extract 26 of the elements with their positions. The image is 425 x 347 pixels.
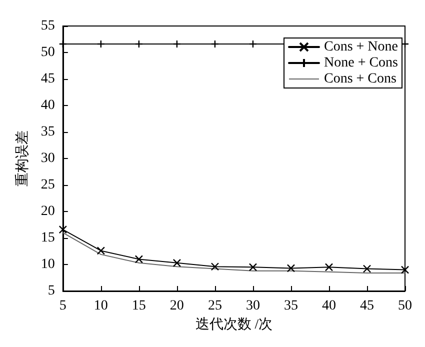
y-tick-label: 55 bbox=[40, 18, 55, 34]
x-tick-label: 35 bbox=[284, 298, 298, 314]
x-tick-label: 50 bbox=[398, 298, 412, 314]
y-tick-label: 20 bbox=[40, 204, 55, 219]
y-tick-label: 50 bbox=[40, 45, 55, 60]
x-tick-label: 15 bbox=[132, 298, 146, 314]
x-tick-label: 10 bbox=[94, 298, 108, 314]
legend-label: Cons + Cons bbox=[324, 72, 396, 86]
x-tick-label: 40 bbox=[322, 298, 336, 314]
y-tick-label: 35 bbox=[40, 124, 55, 140]
y-tick-label: 30 bbox=[40, 151, 55, 166]
y-axis-title: 重构误差 bbox=[14, 130, 30, 186]
x-tick-label: 20 bbox=[170, 298, 184, 314]
y-tick-label: 25 bbox=[40, 178, 55, 192]
y-tick-label: 45 bbox=[40, 72, 55, 86]
y-tick-label: 5 bbox=[48, 284, 55, 298]
y-tick-label: 10 bbox=[40, 257, 55, 272]
x-axis-title: 迭代次数 /次 bbox=[195, 316, 273, 332]
y-tick-label: 40 bbox=[40, 98, 55, 113]
x-tick-label: 45 bbox=[360, 298, 374, 314]
x-tick-label: 30 bbox=[246, 298, 260, 314]
legend-label: Cons + None bbox=[324, 40, 398, 54]
x-tick-label: 25 bbox=[208, 298, 222, 314]
x-tick-label: 5 bbox=[59, 298, 66, 314]
legend-label: None + Cons bbox=[324, 56, 398, 70]
y-tick-label: 15 bbox=[40, 230, 55, 246]
